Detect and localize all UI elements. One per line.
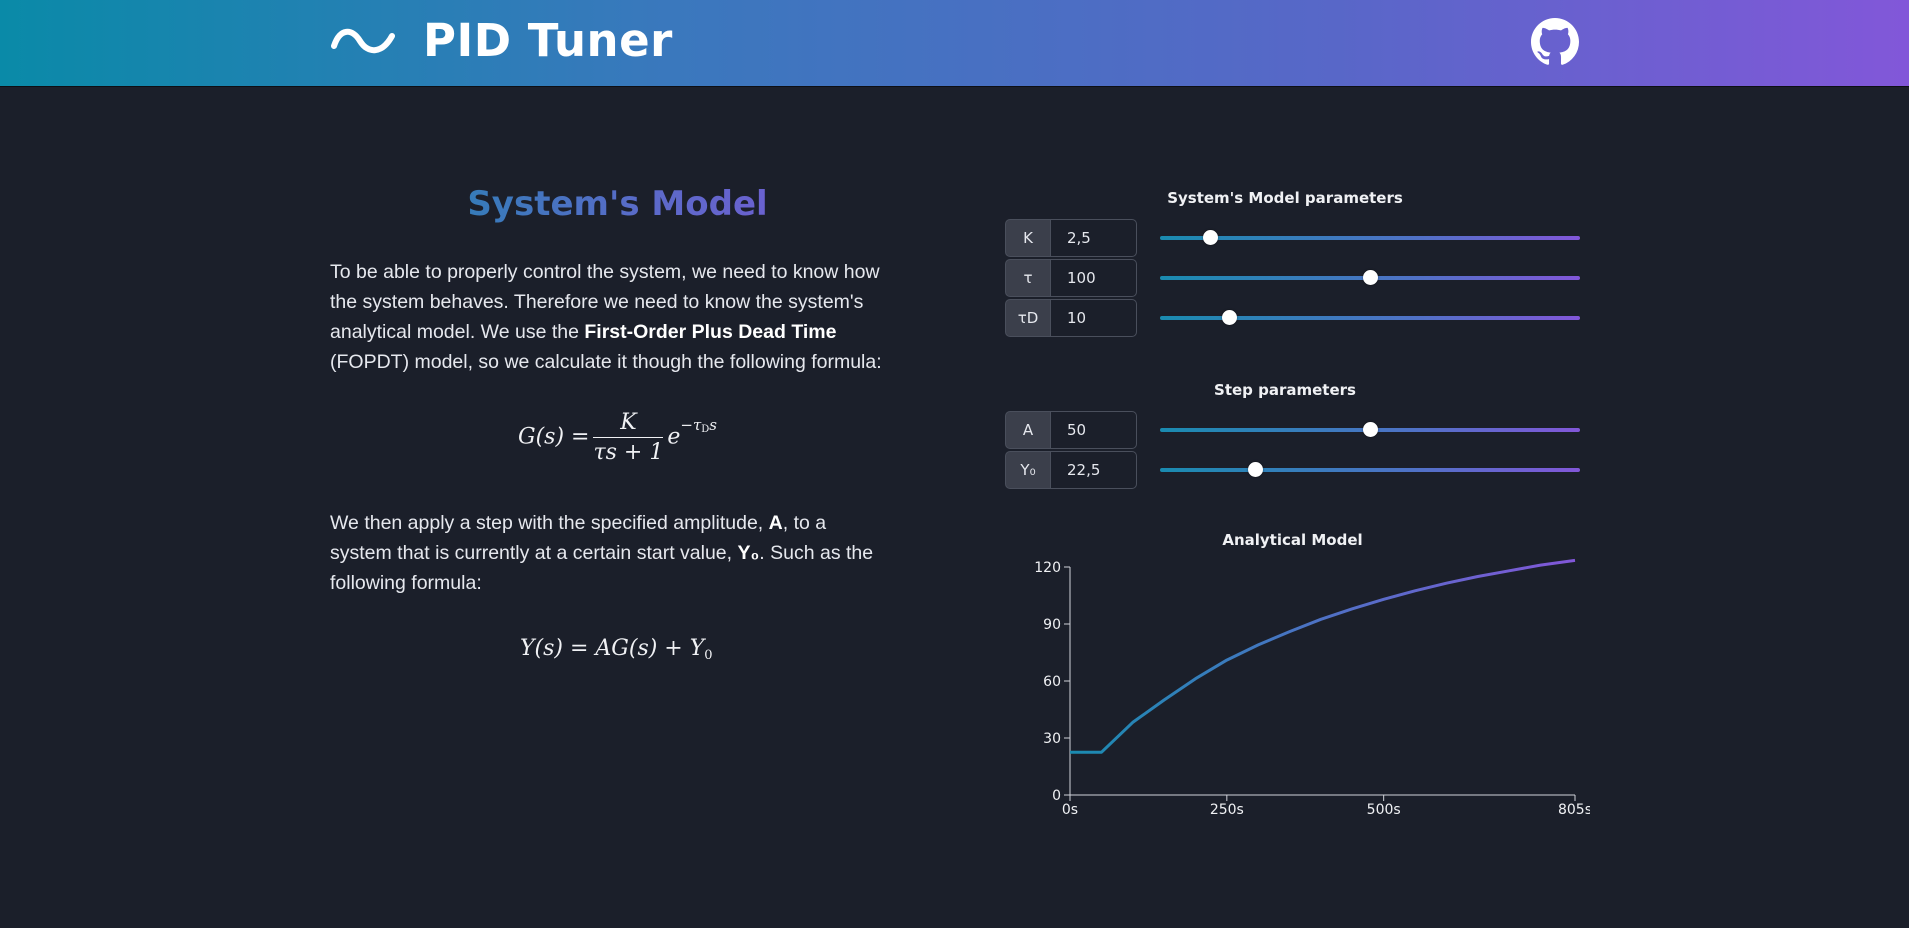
step-formula-text: Y(s) = AG(s) + Y bbox=[520, 636, 705, 661]
amplitude-bold: A bbox=[768, 512, 783, 534]
slider-track bbox=[1160, 316, 1580, 320]
formula-exponent: −τDs bbox=[680, 415, 717, 435]
param-slider-y0[interactable] bbox=[1160, 451, 1580, 489]
section-title: System's Model bbox=[330, 184, 905, 224]
param-name-a: A bbox=[1005, 411, 1051, 449]
param-input-k[interactable] bbox=[1051, 219, 1137, 257]
step-paragraph: We then apply a step with the specified … bbox=[330, 508, 890, 598]
formula-exp-sub: D bbox=[701, 423, 710, 435]
slider-thumb[interactable] bbox=[1363, 422, 1378, 437]
fopdt-bold: First-Order Plus Dead Time bbox=[584, 321, 837, 343]
slider-track bbox=[1160, 468, 1580, 472]
param-slider-a[interactable] bbox=[1160, 411, 1580, 449]
x-tick-label: 805s bbox=[1558, 802, 1590, 818]
x-tick-label: 250s bbox=[1210, 802, 1244, 818]
slider-track bbox=[1160, 236, 1580, 240]
model-params-label: System's Model parameters bbox=[1167, 189, 1403, 207]
step-params-label: Step parameters bbox=[1214, 381, 1356, 399]
chart-title: Analytical Model bbox=[1222, 531, 1363, 549]
param-row-y0: Y₀ bbox=[1005, 451, 1580, 489]
formula-lhs: G(s) = bbox=[518, 424, 590, 450]
y-tick-label: 0 bbox=[1052, 788, 1061, 804]
formula-denominator: τs + 1 bbox=[593, 440, 664, 465]
param-row-k: K bbox=[1005, 219, 1580, 257]
param-input-a[interactable] bbox=[1051, 411, 1137, 449]
param-name-taud: τD bbox=[1005, 299, 1051, 337]
slider-thumb[interactable] bbox=[1222, 310, 1238, 325]
series-line bbox=[1070, 558, 1576, 754]
param-input-tau[interactable] bbox=[1051, 259, 1137, 297]
intro-text-2: (FOPDT) model, so we calculate it though… bbox=[330, 351, 882, 373]
param-row-taud: τD bbox=[1005, 299, 1580, 337]
slider-thumb[interactable] bbox=[1247, 462, 1263, 477]
y-tick-label: 90 bbox=[1043, 617, 1061, 633]
param-input-y0[interactable] bbox=[1051, 451, 1137, 489]
param-name-k: K bbox=[1005, 219, 1051, 257]
param-row-tau: τ bbox=[1005, 259, 1580, 297]
param-slider-tau[interactable] bbox=[1160, 259, 1580, 297]
param-input-taud[interactable] bbox=[1051, 299, 1137, 337]
intro-text-1: To be able to properly control the syste… bbox=[330, 261, 880, 343]
app-title: PID Tuner bbox=[423, 14, 673, 67]
x-tick-label: 0s bbox=[1062, 802, 1078, 818]
formula-exp-s: s bbox=[709, 415, 717, 434]
y-tick-label: 30 bbox=[1043, 731, 1061, 747]
slider-thumb[interactable] bbox=[1203, 230, 1219, 245]
param-name-tau: τ bbox=[1005, 259, 1051, 297]
github-icon[interactable] bbox=[1531, 18, 1579, 66]
step-text-2: , to a system that is currently at a cer… bbox=[330, 512, 827, 564]
step-text-1: We then apply a step with the specified … bbox=[330, 512, 769, 534]
intro-paragraph: To be able to properly control the syste… bbox=[330, 257, 910, 377]
step-text-3: . Such as the following formula: bbox=[330, 542, 874, 594]
param-slider-k[interactable] bbox=[1160, 219, 1580, 257]
param-name-y0: Y₀ bbox=[1005, 451, 1051, 489]
start-value-bold: Y₀ bbox=[737, 542, 760, 564]
y-tick-label: 60 bbox=[1043, 674, 1061, 690]
param-slider-taud[interactable] bbox=[1160, 299, 1580, 337]
param-row-a: A bbox=[1005, 411, 1580, 449]
sine-wave-icon bbox=[331, 28, 395, 54]
analytical-model-chart: 0 30 60 90 120 0s 250s 500s 805s bbox=[1034, 558, 1590, 818]
slider-thumb[interactable] bbox=[1363, 270, 1378, 285]
formula-exp-base: e bbox=[667, 424, 681, 450]
y-tick-label: 120 bbox=[1034, 560, 1061, 576]
x-tick-label: 500s bbox=[1367, 802, 1401, 818]
step-response-formula: Y(s) = AG(s) + Y0 bbox=[520, 636, 713, 663]
formula-numerator: K bbox=[593, 410, 664, 438]
formula-exp-tau: −τ bbox=[680, 415, 702, 434]
step-formula-sub: 0 bbox=[704, 648, 713, 663]
app-header: PID Tuner bbox=[0, 0, 1909, 87]
